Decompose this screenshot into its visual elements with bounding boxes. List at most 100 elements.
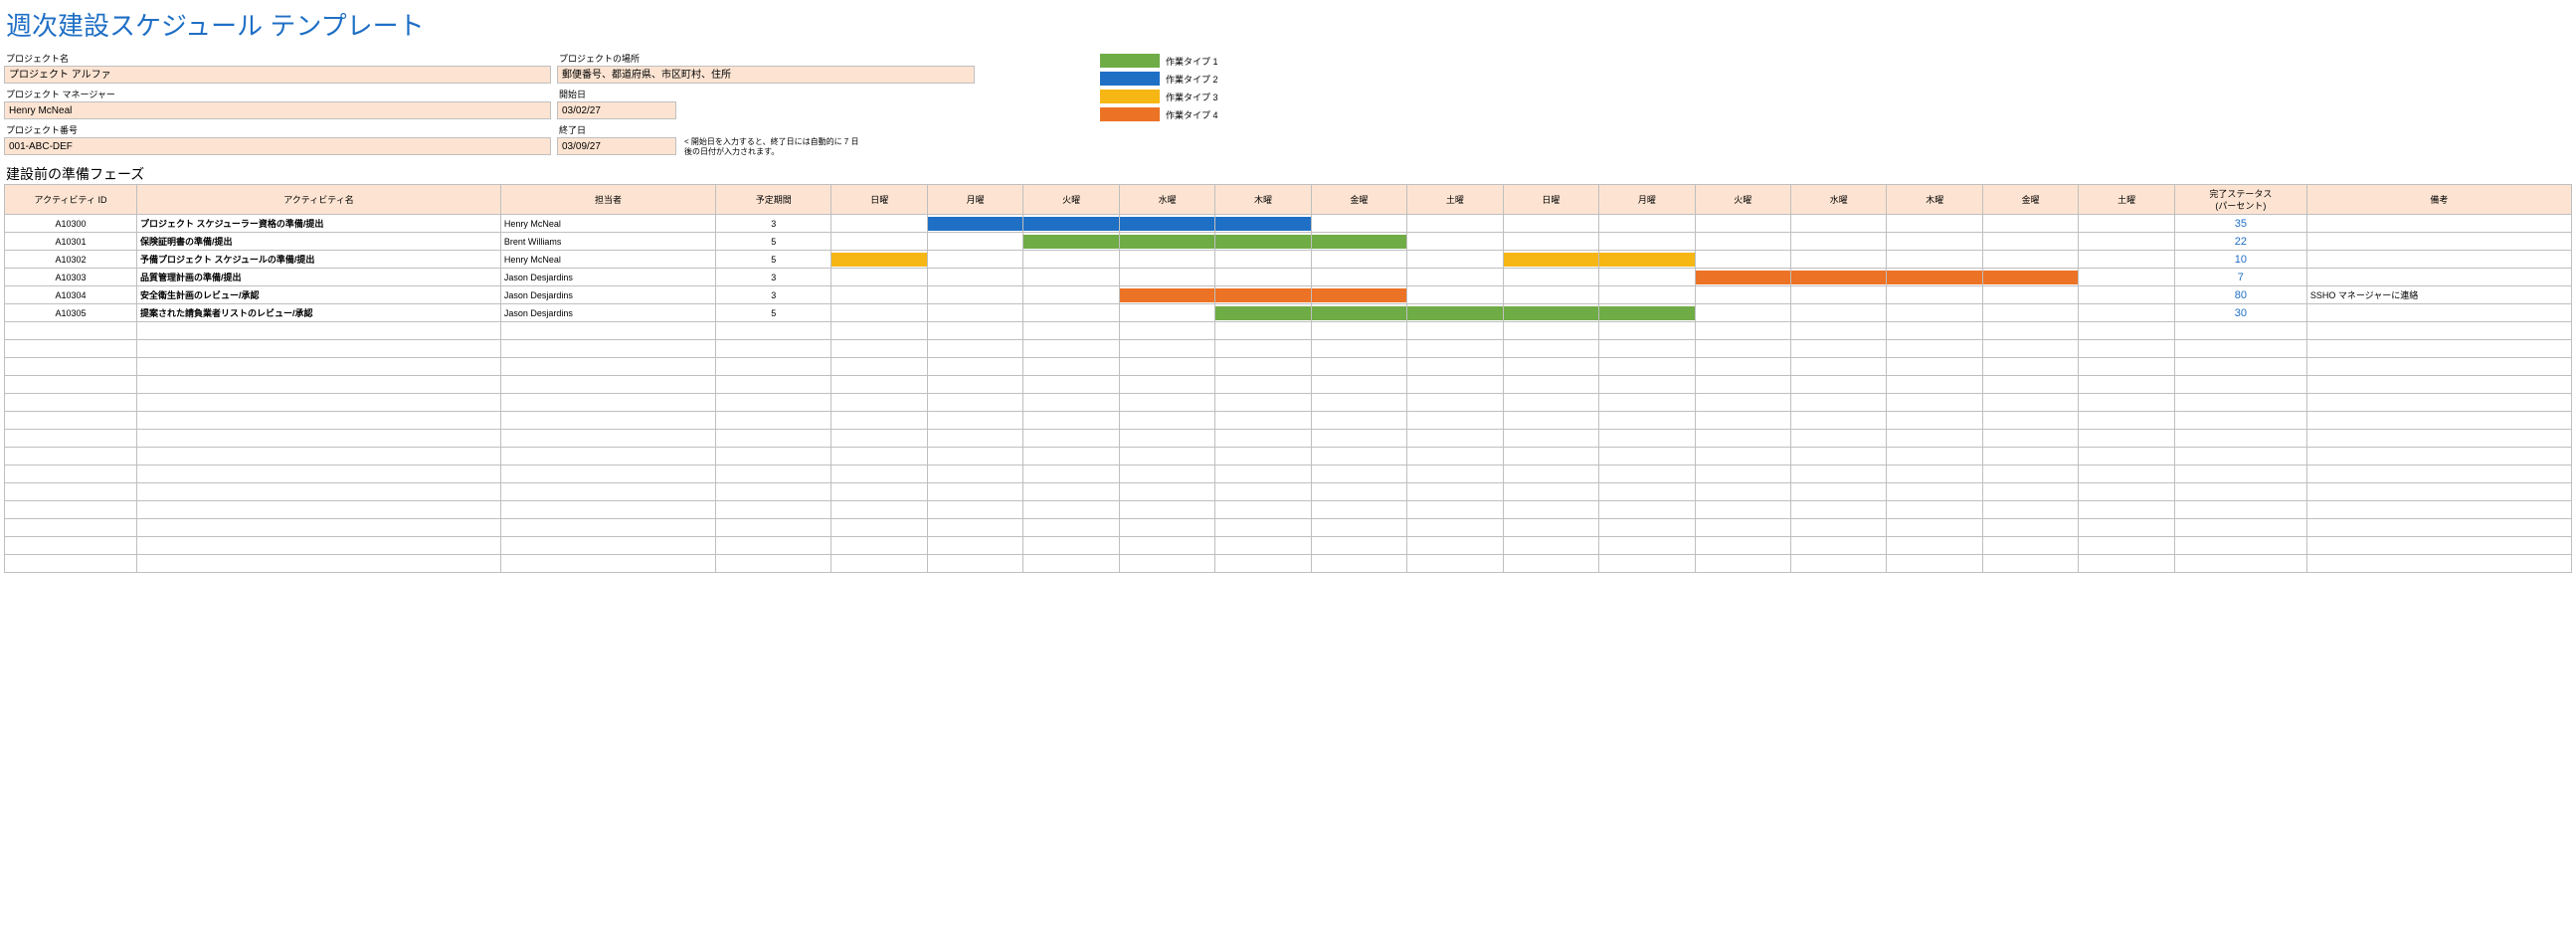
table-cell[interactable] — [1982, 376, 2078, 394]
field-end-date[interactable]: 03/09/27 — [557, 137, 676, 155]
table-cell[interactable] — [2079, 412, 2174, 430]
table-cell[interactable] — [1503, 376, 1598, 394]
table-cell[interactable]: A10305 — [5, 304, 137, 322]
table-cell[interactable] — [1023, 358, 1119, 376]
table-cell[interactable] — [831, 555, 927, 573]
table-cell[interactable] — [1695, 358, 1790, 376]
table-cell[interactable] — [1695, 483, 1790, 501]
table-row[interactable] — [5, 537, 2572, 555]
table-cell[interactable] — [1119, 537, 1214, 555]
table-cell[interactable] — [716, 555, 831, 573]
gantt-cell[interactable] — [1599, 215, 1695, 233]
gantt-cell[interactable] — [1791, 286, 1887, 304]
table-cell[interactable] — [1887, 483, 1982, 501]
table-cell[interactable] — [1791, 394, 1887, 412]
table-row[interactable] — [5, 430, 2572, 448]
gantt-cell[interactable] — [1887, 233, 1982, 251]
table-row[interactable]: A10302予備プロジェクト スケジュールの準備/提出Henry McNeal5… — [5, 251, 2572, 269]
field-project-name[interactable]: プロジェクト アルファ — [4, 66, 551, 84]
table-cell[interactable] — [1311, 465, 1406, 483]
table-cell[interactable] — [1023, 340, 1119, 358]
gantt-cell[interactable] — [1887, 251, 1982, 269]
table-cell[interactable] — [5, 412, 137, 430]
table-cell[interactable] — [500, 448, 715, 465]
table-cell[interactable] — [1215, 555, 1311, 573]
table-cell[interactable] — [716, 376, 831, 394]
gantt-cell[interactable] — [927, 269, 1022, 286]
gantt-cell[interactable] — [1311, 286, 1406, 304]
table-cell[interactable] — [1695, 465, 1790, 483]
table-cell[interactable] — [2174, 322, 2306, 340]
table-cell[interactable] — [1791, 519, 1887, 537]
table-cell[interactable] — [1503, 555, 1598, 573]
table-cell[interactable] — [1791, 537, 1887, 555]
gantt-cell[interactable] — [1215, 251, 1311, 269]
table-cell[interactable]: 7 — [2174, 269, 2306, 286]
table-cell[interactable] — [1887, 340, 1982, 358]
gantt-cell[interactable] — [1119, 304, 1214, 322]
gantt-cell[interactable] — [1982, 286, 2078, 304]
table-cell[interactable] — [716, 519, 831, 537]
table-row[interactable] — [5, 483, 2572, 501]
table-cell[interactable] — [2174, 430, 2306, 448]
table-row[interactable] — [5, 358, 2572, 376]
table-cell[interactable] — [1982, 448, 2078, 465]
table-cell[interactable] — [927, 537, 1022, 555]
table-cell[interactable] — [137, 448, 501, 465]
table-cell[interactable] — [1695, 537, 1790, 555]
table-cell[interactable] — [1503, 537, 1598, 555]
table-cell[interactable] — [1695, 376, 1790, 394]
table-cell[interactable] — [1695, 412, 1790, 430]
gantt-cell[interactable] — [1119, 233, 1214, 251]
gantt-cell[interactable] — [2079, 215, 2174, 233]
column-header[interactable]: 備考 — [2306, 185, 2571, 215]
column-header[interactable]: 月曜 — [1599, 185, 1695, 215]
table-cell[interactable]: 提案された請負業者リストのレビュー/承認 — [137, 304, 501, 322]
field-start-date[interactable]: 03/02/27 — [557, 101, 676, 119]
gantt-cell[interactable] — [1695, 251, 1790, 269]
gantt-cell[interactable] — [831, 286, 927, 304]
table-cell[interactable] — [1887, 448, 1982, 465]
table-cell[interactable] — [5, 322, 137, 340]
gantt-cell[interactable] — [2079, 304, 2174, 322]
table-cell[interactable] — [2174, 394, 2306, 412]
gantt-cell[interactable] — [1023, 269, 1119, 286]
table-cell[interactable] — [1503, 358, 1598, 376]
column-header[interactable]: 完了ステータス(パーセント) — [2174, 185, 2306, 215]
table-cell[interactable] — [1407, 483, 1503, 501]
table-cell[interactable]: Brent Williams — [500, 233, 715, 251]
table-cell[interactable] — [1119, 430, 1214, 448]
table-cell[interactable] — [1887, 322, 1982, 340]
gantt-cell[interactable] — [927, 304, 1022, 322]
table-cell[interactable] — [831, 376, 927, 394]
gantt-cell[interactable] — [1982, 233, 2078, 251]
table-cell[interactable] — [2174, 412, 2306, 430]
table-cell[interactable] — [1023, 448, 1119, 465]
table-cell[interactable] — [1695, 448, 1790, 465]
gantt-cell[interactable] — [1599, 286, 1695, 304]
table-cell[interactable] — [1119, 412, 1214, 430]
table-cell[interactable]: 3 — [716, 215, 831, 233]
table-cell[interactable]: A10304 — [5, 286, 137, 304]
gantt-cell[interactable] — [2079, 269, 2174, 286]
gantt-cell[interactable] — [1215, 215, 1311, 233]
gantt-cell[interactable] — [1503, 251, 1598, 269]
table-cell[interactable]: 予備プロジェクト スケジュールの準備/提出 — [137, 251, 501, 269]
table-cell[interactable]: SSHO マネージャーに連絡 — [2306, 286, 2571, 304]
table-row[interactable] — [5, 376, 2572, 394]
table-cell[interactable] — [1215, 537, 1311, 555]
gantt-cell[interactable] — [1599, 233, 1695, 251]
table-cell[interactable]: Jason Desjardins — [500, 286, 715, 304]
table-cell[interactable] — [1023, 519, 1119, 537]
gantt-cell[interactable] — [1791, 304, 1887, 322]
table-cell[interactable] — [1023, 322, 1119, 340]
table-cell[interactable] — [1599, 501, 1695, 519]
table-cell[interactable] — [1311, 430, 1406, 448]
table-cell[interactable] — [5, 465, 137, 483]
table-cell[interactable] — [1215, 501, 1311, 519]
gantt-cell[interactable] — [1023, 251, 1119, 269]
table-row[interactable] — [5, 501, 2572, 519]
column-header[interactable]: 日曜 — [1503, 185, 1598, 215]
table-cell[interactable]: 5 — [716, 304, 831, 322]
gantt-cell[interactable] — [1215, 304, 1311, 322]
